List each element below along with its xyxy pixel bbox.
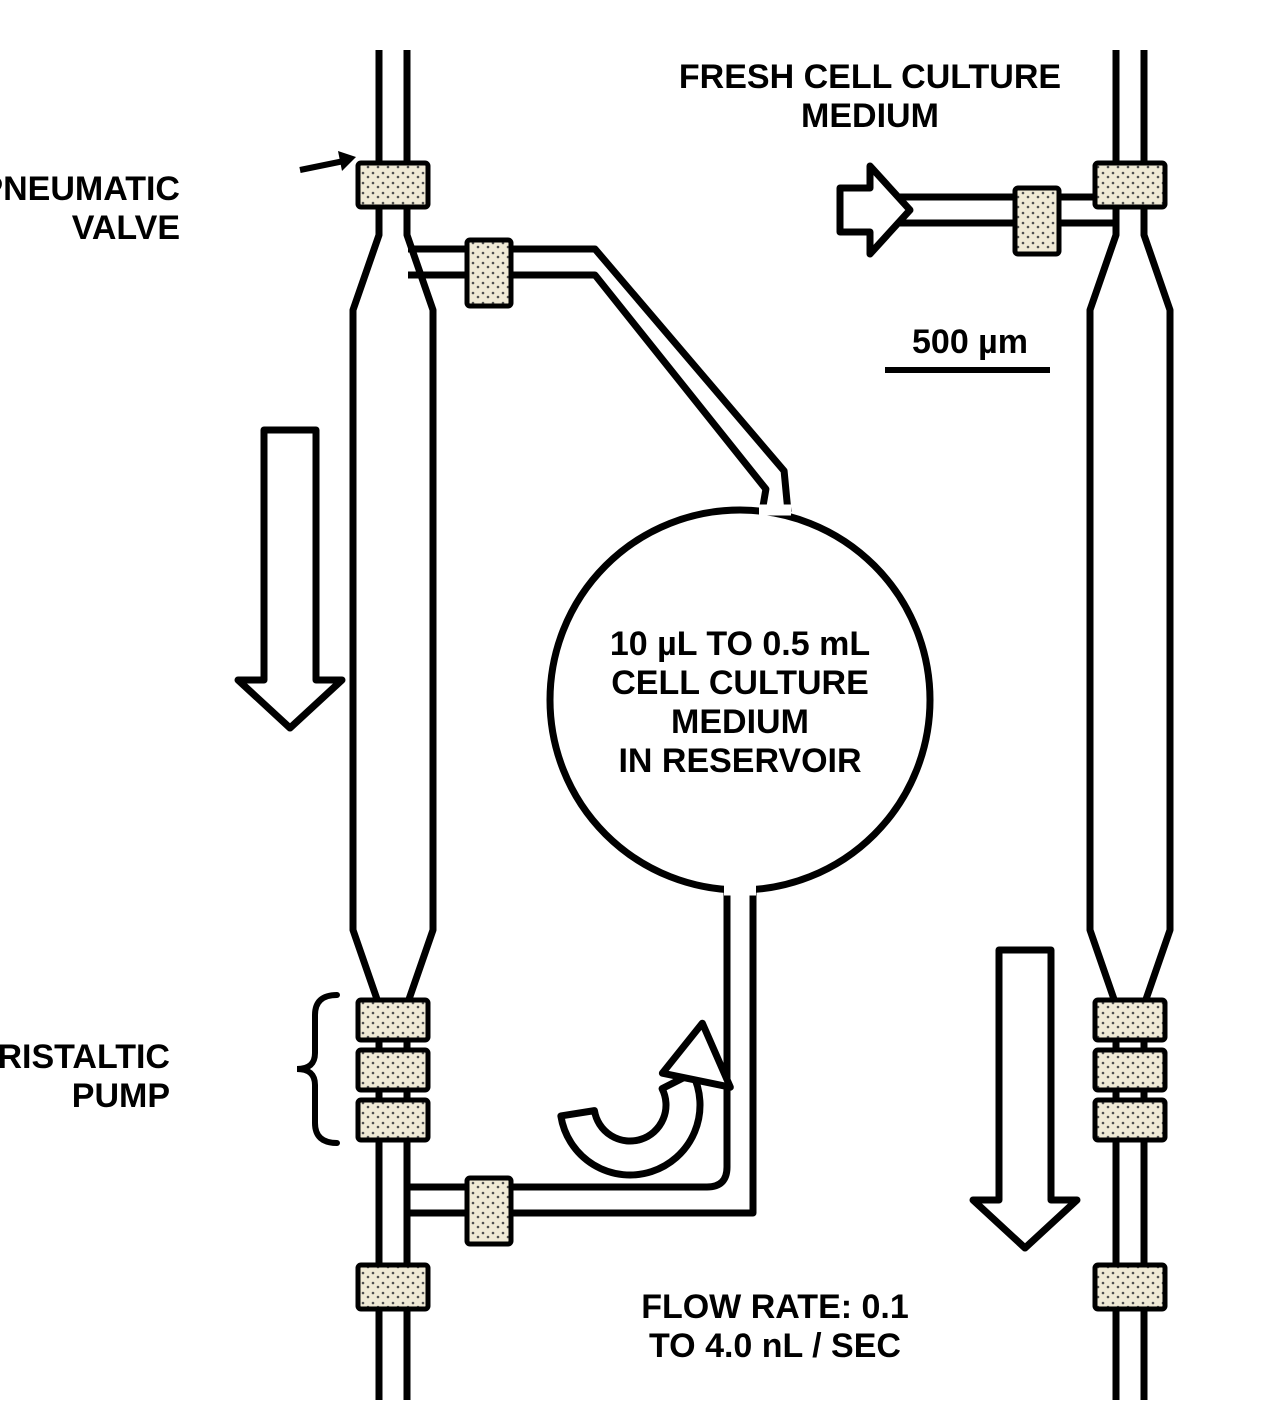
left-main-top-valve	[358, 163, 428, 207]
diagram-stage: FRESH CELL CULTURE MEDIUM PNEUMATIC VALV…	[0, 0, 1273, 1403]
label-pneumatic-valve: PNEUMATIC VALVE	[0, 170, 180, 248]
right-pump-valve-3	[1095, 1100, 1165, 1140]
left-loop-bottom-valve	[467, 1178, 511, 1244]
label-reservoir: 10 µL TO 0.5 mL CELL CULTURE MEDIUM IN R…	[540, 625, 940, 781]
right-main-top-valve	[1095, 163, 1165, 207]
left-main-bottom-valve	[358, 1265, 428, 1309]
right-main-bottom-valve	[1095, 1265, 1165, 1309]
right-pump-valve-1	[1095, 1000, 1165, 1040]
left-pump-valve-1	[358, 1000, 428, 1040]
right-pump-valve-2	[1095, 1050, 1165, 1090]
label-fresh-medium: FRESH CELL CULTURE MEDIUM	[620, 58, 1120, 136]
left-pump-valve-2	[358, 1050, 428, 1090]
label-peristaltic-pump: PERISTALTIC PUMP	[0, 1038, 170, 1116]
left-loop-top-valve	[467, 240, 511, 306]
right-inlet-valve	[1015, 188, 1059, 254]
label-flow-rate: FLOW RATE: 0.1 TO 4.0 nL / SEC	[525, 1288, 1025, 1366]
label-scale-bar: 500 µm	[820, 323, 1120, 362]
left-pump-valve-3	[358, 1100, 428, 1140]
